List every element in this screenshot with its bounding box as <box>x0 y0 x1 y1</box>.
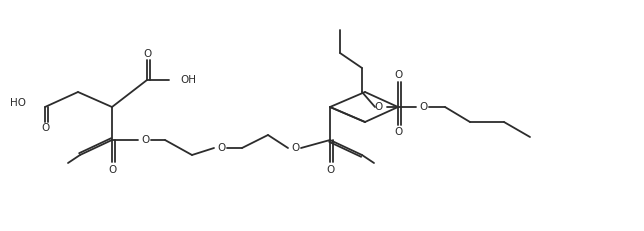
Text: O: O <box>42 123 50 133</box>
Text: O: O <box>292 143 300 153</box>
Text: HO: HO <box>10 98 26 108</box>
Text: O: O <box>395 127 403 137</box>
Text: O: O <box>109 165 117 175</box>
Text: O: O <box>144 49 152 59</box>
Text: O: O <box>327 165 335 175</box>
Text: O: O <box>142 135 150 145</box>
Text: O: O <box>395 70 403 80</box>
Text: OH: OH <box>180 75 196 85</box>
Text: O: O <box>420 102 428 112</box>
Text: O: O <box>218 143 226 153</box>
Text: O: O <box>375 102 383 112</box>
